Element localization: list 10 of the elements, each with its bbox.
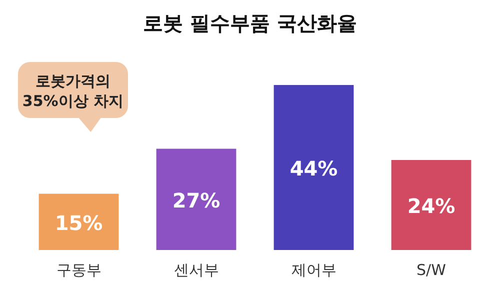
x-tick-label: S/W [416,261,446,279]
x-tick-label: 제어부 [291,261,336,279]
data-label: 27% [172,188,220,212]
x-tick-label: 센서부 [174,261,219,279]
data-label: 44% [290,156,338,180]
chart-title: 로봇 필수부품 국산화율 [143,11,357,35]
annotation: 로봇가격의 35%이상 차지 [22,72,124,110]
x-tick-label: 구동부 [56,261,102,279]
data-label: 15% [54,210,103,235]
data-label: 24% [407,194,456,218]
